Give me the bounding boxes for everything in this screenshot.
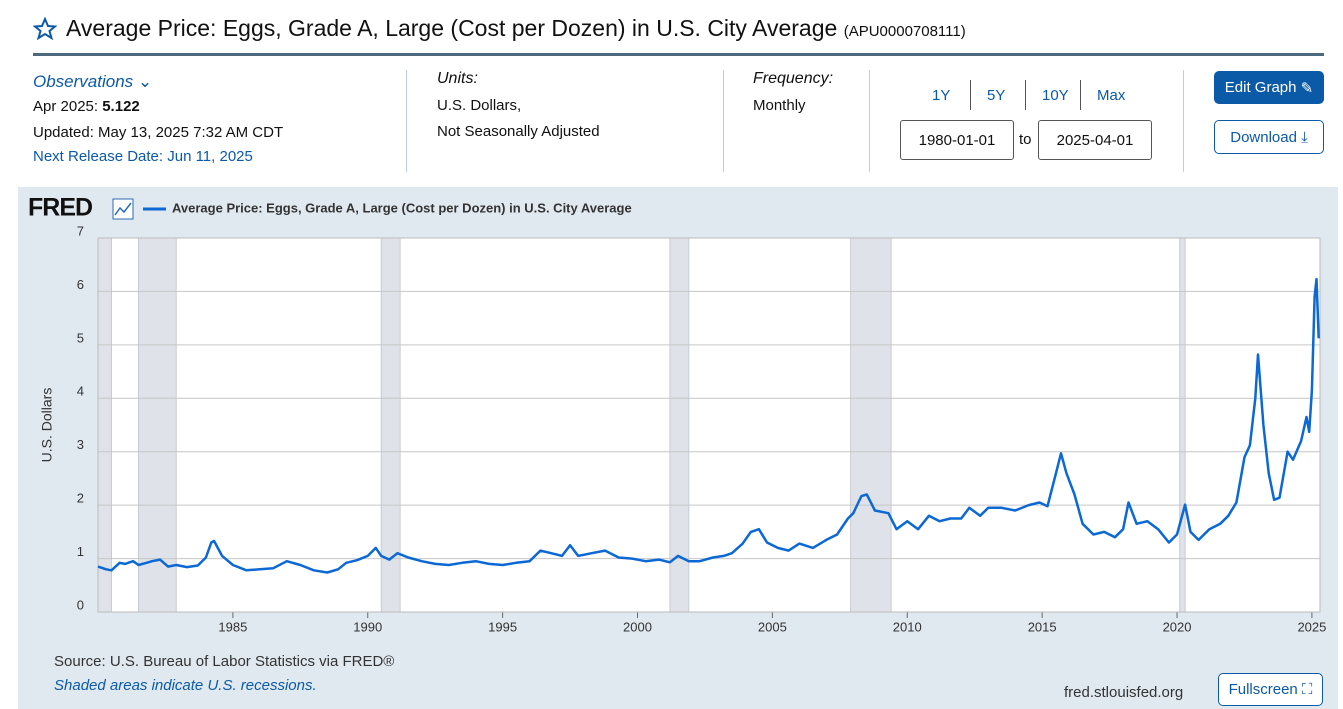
download: Download [1230,128,1297,146]
observations-toggle[interactable]: Observations ⌄ [33,72,153,91]
edit-graph: Edit Graph [1224,79,1297,96]
edit-graph-button[interactable]: Edit Graph ✎ [1214,71,1324,104]
x-tick-label: 2010 [893,619,922,634]
recession-band [850,237,892,613]
x-tick-label: 2015 [1028,619,1057,634]
site: fred.stlouisfed.org [1064,684,1184,701]
series-id: (APU0000708111) [843,23,966,40]
y-tick-label: 6 [77,277,84,292]
download-button[interactable]: Download ⤓ [1214,120,1324,154]
y-tick-label: 0 [77,597,84,612]
recession-band [1179,237,1186,613]
series-line [97,277,1320,574]
range-separator [1025,80,1026,110]
legend-label: Average Price: Eggs, Grade A, Large (Cos… [172,200,632,215]
range-button[interactable]: Max [1097,87,1126,104]
y-axis-label: U.S. Dollars [39,388,55,463]
y-tick-label: 1 [77,544,84,559]
range-separator [1080,80,1081,110]
y-tick-label: 3 [77,437,84,452]
updated: Updated: May 13, 2025 7:32 AM CDT [33,124,284,141]
x-tick-label: 1985 [218,619,247,634]
x-tick-label: 2020 [1163,619,1192,634]
divider [723,70,724,172]
range-separator [970,80,971,110]
y-tick-label: 2 [77,491,84,506]
divider [869,70,870,172]
plot-border [97,237,1321,613]
latest-value: 5.122 [102,98,140,115]
x-tick-label: 2025 [1297,619,1326,634]
latest-label: Apr 2025: [33,98,103,115]
frequency-label: Frequency: [753,70,834,87]
x-tick-label: 2005 [758,619,787,634]
y-tick-label: 4 [77,384,84,399]
page-title: Average Price: Eggs, Grade A, Large (Cos… [66,15,966,42]
units: U.S. Dollars, [437,97,522,114]
x-tick-label: 1995 [488,619,517,634]
range-button[interactable]: 1Y [932,87,951,104]
end-date[interactable]: 2025-04-01 [1038,120,1152,160]
frequency: Monthly [753,97,806,114]
title-rule [33,53,1324,56]
star-icon[interactable] [33,17,57,41]
recession-band [137,237,177,613]
next-release: Next Release Date: Jun 11, 2025 [33,148,253,165]
units-adjustment: Not Seasonally Adjusted [437,123,600,140]
divider [406,70,407,172]
range-button[interactable]: 10Y [1042,87,1069,104]
title: Average Price: Eggs, Grade A, Large (Cos… [66,15,838,41]
brand: FRED [28,194,92,222]
latest: Apr 2025: 5.122 [33,98,140,115]
x-tick-label: 2000 [623,619,652,634]
range-button[interactable]: 5Y [987,87,1006,104]
y-tick-label: 7 [77,223,84,238]
date-separator: to [1019,131,1032,148]
recession-note: Shaded areas indicate U.S. recessions. [54,677,317,694]
x-tick-label: 1990 [353,619,382,634]
observations: Observations [33,72,134,91]
plot-area [98,238,1320,612]
recession-band [97,237,112,613]
fullscreen-button[interactable]: Fullscreen ⛶ [1218,673,1323,706]
start-date[interactable]: 1980-01-01 [900,120,1014,160]
source: Source: U.S. Bureau of Labor Statistics … [54,653,395,670]
units-label: Units: [437,70,478,87]
fullscreen: Fullscreen [1228,681,1298,698]
y-tick-label: 5 [77,330,84,345]
brand-icon [112,198,134,220]
divider [1183,70,1184,172]
